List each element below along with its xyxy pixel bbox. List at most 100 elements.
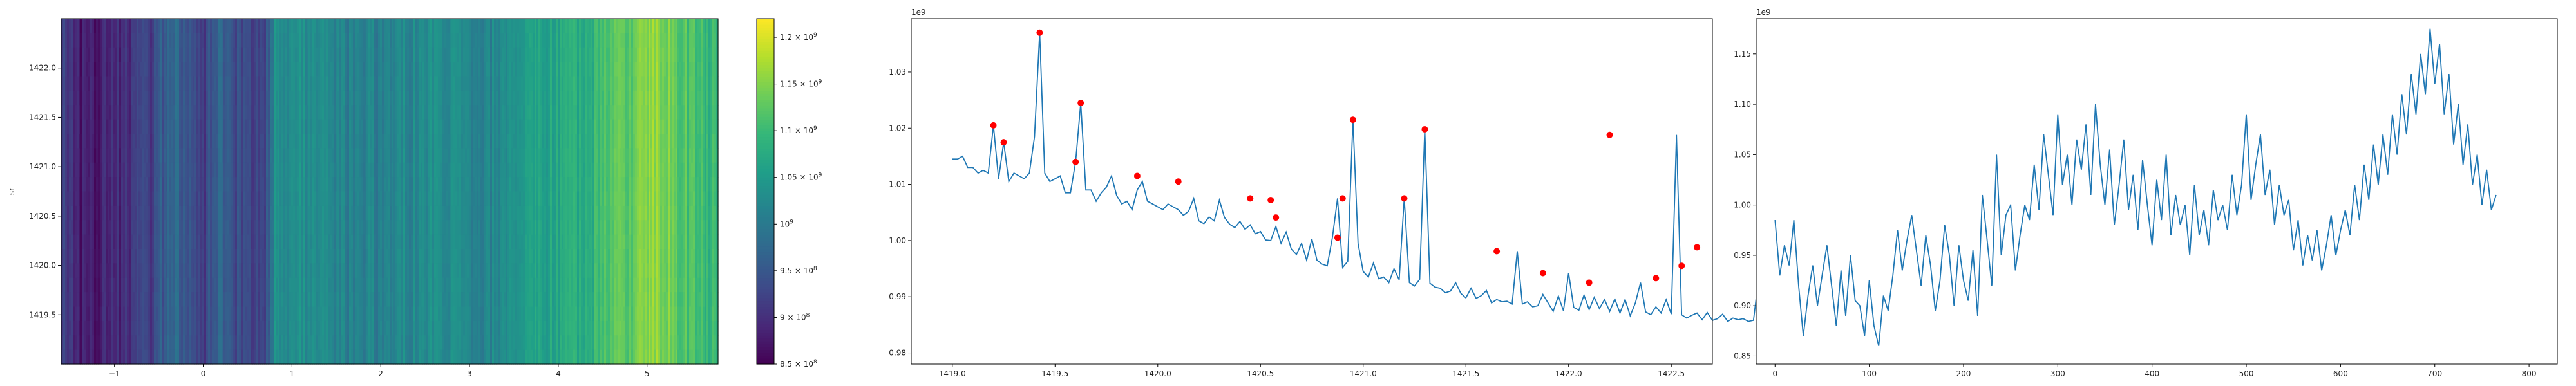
heatmap-cell (318, 249, 321, 264)
heatmap-cell (164, 292, 166, 308)
heatmap-cell (158, 177, 160, 192)
heatmap-cell (222, 76, 224, 91)
heatmap-cell (137, 220, 139, 235)
heatmap-cell (208, 62, 211, 77)
heatmap-cell (183, 62, 185, 77)
heatmap-cell (196, 105, 199, 120)
heatmap-cell (446, 320, 448, 336)
heatmap-cell (235, 134, 238, 149)
heatmap-cell (229, 76, 232, 91)
heatmap-cell (177, 320, 180, 336)
heatmap-cell (451, 263, 454, 279)
heatmap-cell (88, 205, 91, 221)
heatmap-cell (440, 292, 442, 308)
heatmap-cell (318, 162, 321, 178)
heatmap-cell (249, 349, 251, 365)
heatmap-cell (152, 47, 155, 62)
heatmap-cell (82, 292, 85, 308)
heatmap-cell (270, 249, 272, 264)
heatmap-cell (231, 76, 234, 91)
heatmap-cell (237, 277, 240, 293)
heatmap-cell (82, 47, 85, 62)
heatmap-cell (451, 105, 454, 120)
heatmap-cell (386, 249, 388, 264)
heatmap-cell (413, 220, 415, 235)
heatmap-cell (94, 105, 97, 120)
heatmap-cell (260, 306, 263, 322)
heatmap-cell (187, 306, 189, 322)
heatmap-cell (82, 134, 85, 149)
heatmap-cell (210, 19, 213, 33)
heatmap-cell (450, 134, 452, 149)
heatmap-cell (152, 19, 155, 33)
heatmap-cell (370, 119, 373, 134)
heatmap-cell (293, 306, 296, 322)
heatmap-cell (65, 292, 68, 308)
heatmap-cell (247, 249, 249, 264)
heatmap-cell (337, 134, 340, 149)
heatmap-cell (438, 249, 440, 264)
heatmap-cell (144, 47, 147, 62)
heatmap-cell (312, 90, 315, 106)
heatmap-cell (127, 119, 129, 134)
heatmap-cell (131, 119, 133, 134)
heatmap-cell (307, 306, 309, 322)
heatmap-cell (291, 249, 294, 264)
heatmap-cell (278, 306, 280, 322)
heatmap-cell (123, 349, 126, 365)
heatmap-cell (289, 320, 292, 336)
heatmap-cell (63, 335, 66, 351)
heatmap-cell (146, 191, 149, 207)
heatmap-cell (436, 306, 439, 322)
heatmap-cell (422, 19, 425, 33)
heatmap-cell (287, 19, 290, 33)
heatmap-cell (94, 335, 97, 351)
heatmap-cell (216, 234, 218, 250)
heatmap-cell (353, 234, 355, 250)
heatmap-cell (227, 249, 230, 264)
heatmap-cell (308, 205, 311, 221)
heatmap-cell (137, 148, 139, 163)
heatmap-cell (455, 320, 458, 336)
heatmap-cell (90, 90, 93, 106)
heatmap-cell (82, 177, 85, 192)
heatmap-cell (80, 162, 83, 178)
heatmap-cell (137, 263, 139, 279)
heatmap-cell (82, 205, 85, 221)
heatmap-cell (61, 335, 64, 351)
heatmap-cell (254, 76, 257, 91)
heatmap-cell (303, 277, 305, 293)
heatmap-cell (365, 177, 367, 192)
heatmap-cell (312, 134, 315, 149)
heatmap-cell (448, 292, 450, 308)
heatmap-cell (237, 292, 240, 308)
heatmap-cell (380, 263, 383, 279)
heatmap-cell (214, 76, 216, 91)
heatmap-cell (301, 162, 303, 178)
heatmap-cell (140, 90, 143, 106)
heatmap-cell (281, 177, 284, 192)
heatmap-cell (430, 277, 433, 293)
heatmap-cell (106, 177, 108, 192)
heatmap-cell (208, 205, 211, 221)
heatmap-cell (79, 33, 81, 48)
heatmap-cell (332, 177, 334, 192)
heatmap-cell (167, 292, 170, 308)
heatmap-cell (204, 277, 207, 293)
heatmap-cell (283, 119, 286, 134)
heatmap-cell (322, 134, 325, 149)
heatmap-cell (67, 220, 70, 235)
heatmap-cell (305, 33, 307, 48)
heatmap-cell (150, 220, 153, 235)
heatmap-cell (113, 19, 116, 33)
heatmap-cell (73, 47, 75, 62)
heatmap-cell (279, 119, 282, 134)
heatmap-cell (133, 62, 135, 77)
heatmap-cell (411, 306, 413, 322)
heatmap-cell (129, 62, 131, 77)
heatmap-cell (173, 162, 176, 178)
heatmap-cell (421, 33, 423, 48)
heatmap-cell (210, 148, 213, 163)
heatmap-cell (372, 292, 375, 308)
heatmap-cell (386, 349, 388, 365)
